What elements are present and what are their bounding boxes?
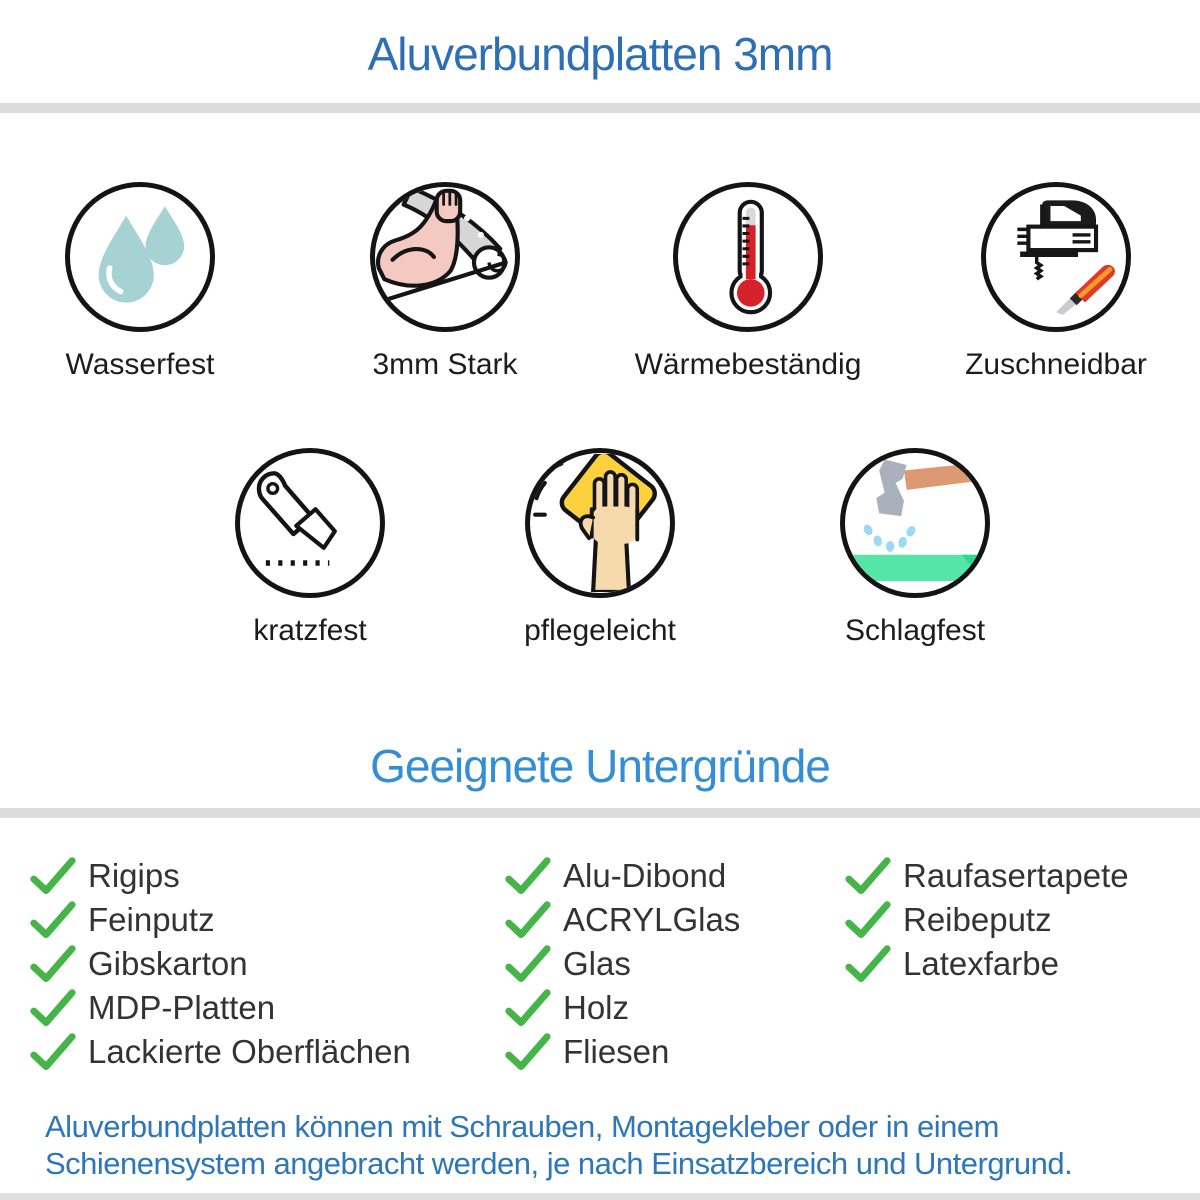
check-icon	[505, 1032, 551, 1072]
feature-kratzfest: kratzfest	[180, 448, 440, 648]
check-icon	[845, 856, 891, 896]
feature-3mm-stark: 3mm Stark	[315, 182, 575, 382]
list-item-label: Glas	[563, 945, 631, 982]
check-icon	[505, 944, 551, 984]
feature-label: Wasserfest	[65, 348, 215, 381]
list-item-label: Reibeputz	[903, 901, 1052, 938]
check-icon	[845, 944, 891, 984]
hammer-icon	[840, 448, 990, 598]
feature-label: kratzfest	[253, 614, 367, 647]
list-item: Raufasertapete	[845, 854, 1129, 898]
check-icon	[505, 988, 551, 1028]
list-item: Latexfarbe	[845, 942, 1129, 986]
substrate-column-2: Alu-Dibond ACRYLGlas Glas Holz Fliesen	[505, 854, 740, 1074]
list-item-label: Alu-Dibond	[563, 857, 727, 894]
feature-label: Zuschneidbar	[965, 348, 1147, 381]
mounting-note-line: Aluverbundplatten können mit Schrauben, …	[45, 1109, 999, 1144]
check-icon	[505, 900, 551, 940]
feature-waermebestaendig: Wärmebeständig	[618, 182, 878, 382]
feature-label: pflegeleicht	[524, 614, 676, 647]
thermometer-icon	[673, 182, 823, 332]
check-icon	[845, 900, 891, 940]
feature-pflegeleicht: pflegeleicht	[470, 448, 730, 648]
list-item: MDP-Platten	[30, 986, 411, 1030]
check-icon	[505, 856, 551, 896]
muscle-panel-icon	[370, 182, 520, 332]
list-item: Rigips	[30, 854, 411, 898]
feature-label: Schlagfest	[844, 614, 986, 647]
feature-zuschneidbar: Zuschneidbar	[926, 182, 1186, 382]
mounting-note-line: Schienensystem angebracht werden, je nac…	[45, 1146, 1073, 1181]
list-item-label: Latexfarbe	[903, 945, 1059, 982]
list-item: Glas	[505, 942, 740, 986]
list-item: Feinputz	[30, 898, 411, 942]
list-item-label: Holz	[563, 989, 630, 1026]
list-item: Gibskarton	[30, 942, 411, 986]
list-item-label: Rigips	[88, 857, 180, 894]
cutter-knife-icon	[235, 448, 385, 598]
list-item: ACRYLGlas	[505, 898, 740, 942]
page-title: Aluverbundplatten 3mm	[367, 28, 834, 80]
check-icon	[30, 856, 76, 896]
list-item-label: ACRYLGlas	[563, 901, 741, 938]
feature-label: Wärmebeständig	[634, 348, 862, 381]
list-item-label: Gibskarton	[88, 945, 248, 982]
check-icon	[30, 988, 76, 1028]
list-item-label: Lackierte Oberflächen	[88, 1033, 411, 1070]
feature-wasserfest: Wasserfest	[10, 182, 270, 382]
hand-cloth-icon	[525, 448, 675, 598]
substrate-column-3: Raufasertapete Reibeputz Latexfarbe	[845, 854, 1129, 986]
divider	[0, 103, 1200, 113]
jigsaw-knife-icon	[981, 182, 1131, 332]
list-item-label: Fliesen	[563, 1033, 670, 1070]
list-item: Fliesen	[505, 1030, 740, 1074]
list-item: Alu-Dibond	[505, 854, 740, 898]
divider	[0, 1193, 1200, 1200]
check-icon	[30, 1032, 76, 1072]
feature-label: 3mm Stark	[372, 348, 518, 381]
substrate-column-1: Rigips Feinputz Gibskarton MDP-Platten L…	[30, 854, 411, 1074]
check-icon	[30, 900, 76, 940]
list-item-label: Raufasertapete	[903, 857, 1129, 894]
feature-schlagfest: Schlagfest	[785, 448, 1045, 648]
section-title-untergruende: Geeignete Untergründe	[370, 740, 831, 792]
list-item: Lackierte Oberflächen	[30, 1030, 411, 1074]
water-drops-icon	[65, 182, 215, 332]
list-item: Holz	[505, 986, 740, 1030]
list-item-label: MDP-Platten	[88, 989, 276, 1026]
divider	[0, 808, 1200, 818]
list-item: Reibeputz	[845, 898, 1129, 942]
mounting-note: Aluverbundplatten können mit Schrauben, …	[45, 1108, 1175, 1182]
list-item-label: Feinputz	[88, 901, 215, 938]
check-icon	[30, 944, 76, 984]
